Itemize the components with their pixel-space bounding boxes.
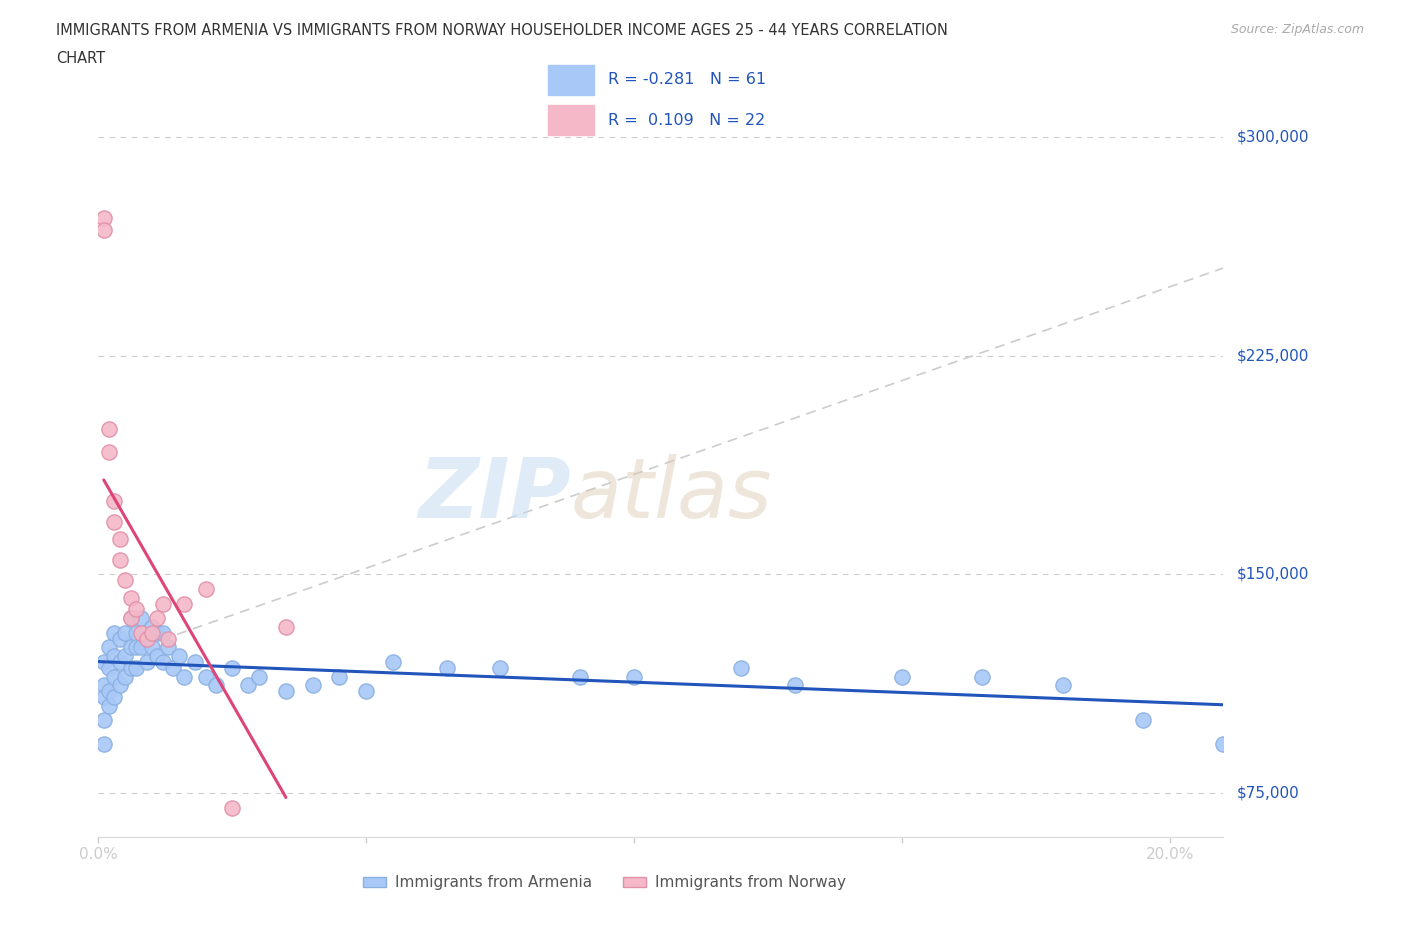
Point [173,669,195,684]
Point [157,640,180,655]
Point [238,678,260,693]
Text: R = -0.281   N = 61: R = -0.281 N = 61 [609,73,766,87]
Point [972,669,994,684]
Point [1052,678,1074,693]
Point [184,655,207,670]
Point [103,689,125,704]
Point [120,611,142,626]
Point [152,596,174,611]
Legend: Immigrants from Armenia, Immigrants from Norway: Immigrants from Armenia, Immigrants from… [357,870,852,897]
Point [98,640,121,655]
Point [354,684,377,698]
Point [167,648,190,663]
Point [135,631,157,646]
Point [103,494,125,509]
Point [93,222,115,237]
Point [141,625,163,640]
Point [125,660,148,675]
Point [120,611,142,626]
Point [125,602,148,617]
Point [93,678,115,693]
Point [98,445,121,459]
Point [93,211,115,226]
Point [152,625,174,640]
Point [129,625,152,640]
Text: CHART: CHART [56,51,105,66]
Point [141,619,163,634]
Point [1212,737,1234,751]
Point [146,611,169,626]
Point [382,655,405,670]
Point [890,669,912,684]
Point [129,611,152,626]
Point [569,669,592,684]
Point [98,698,121,713]
Point [98,421,121,436]
Point [436,660,458,675]
Point [274,619,297,634]
Point [162,660,184,675]
Point [135,655,157,670]
Point [129,640,152,655]
Point [93,713,115,728]
Point [114,625,136,640]
Point [114,669,136,684]
Point [103,648,125,663]
Point [135,631,157,646]
Point [623,669,645,684]
Text: IMMIGRANTS FROM ARMENIA VS IMMIGRANTS FROM NORWAY HOUSEHOLDER INCOME AGES 25 - 4: IMMIGRANTS FROM ARMENIA VS IMMIGRANTS FR… [56,23,948,38]
Point [108,678,131,693]
Point [114,648,136,663]
Point [98,660,121,675]
Text: atlas: atlas [571,454,772,536]
Point [783,678,806,693]
Point [221,660,243,675]
Point [120,591,142,605]
Point [114,573,136,588]
Point [93,737,115,751]
Point [205,678,228,693]
Point [125,625,148,640]
Point [93,689,115,704]
Point [328,669,350,684]
Point [489,660,512,675]
Text: R =  0.109   N = 22: R = 0.109 N = 22 [609,113,765,127]
Point [146,648,169,663]
Point [103,625,125,640]
Point [730,660,752,675]
Text: ZIP: ZIP [418,454,571,536]
Point [141,640,163,655]
Point [173,596,195,611]
Point [274,684,297,698]
Point [1132,713,1154,728]
Point [120,640,142,655]
Point [194,669,217,684]
Point [93,655,115,670]
Point [221,801,243,816]
Text: $150,000: $150,000 [1237,567,1309,582]
Point [152,655,174,670]
Point [103,669,125,684]
Text: $225,000: $225,000 [1237,348,1309,363]
Point [108,552,131,567]
Point [103,514,125,529]
Point [247,669,270,684]
Point [108,631,131,646]
Point [194,581,217,596]
FancyBboxPatch shape [548,65,593,95]
Point [301,678,323,693]
Point [98,684,121,698]
Point [108,655,131,670]
Point [125,640,148,655]
FancyBboxPatch shape [548,105,593,136]
Text: $300,000: $300,000 [1237,129,1309,144]
Point [120,660,142,675]
Point [157,631,180,646]
Point [146,625,169,640]
Text: $75,000: $75,000 [1237,786,1301,801]
Point [108,532,131,547]
Text: Source: ZipAtlas.com: Source: ZipAtlas.com [1230,23,1364,36]
